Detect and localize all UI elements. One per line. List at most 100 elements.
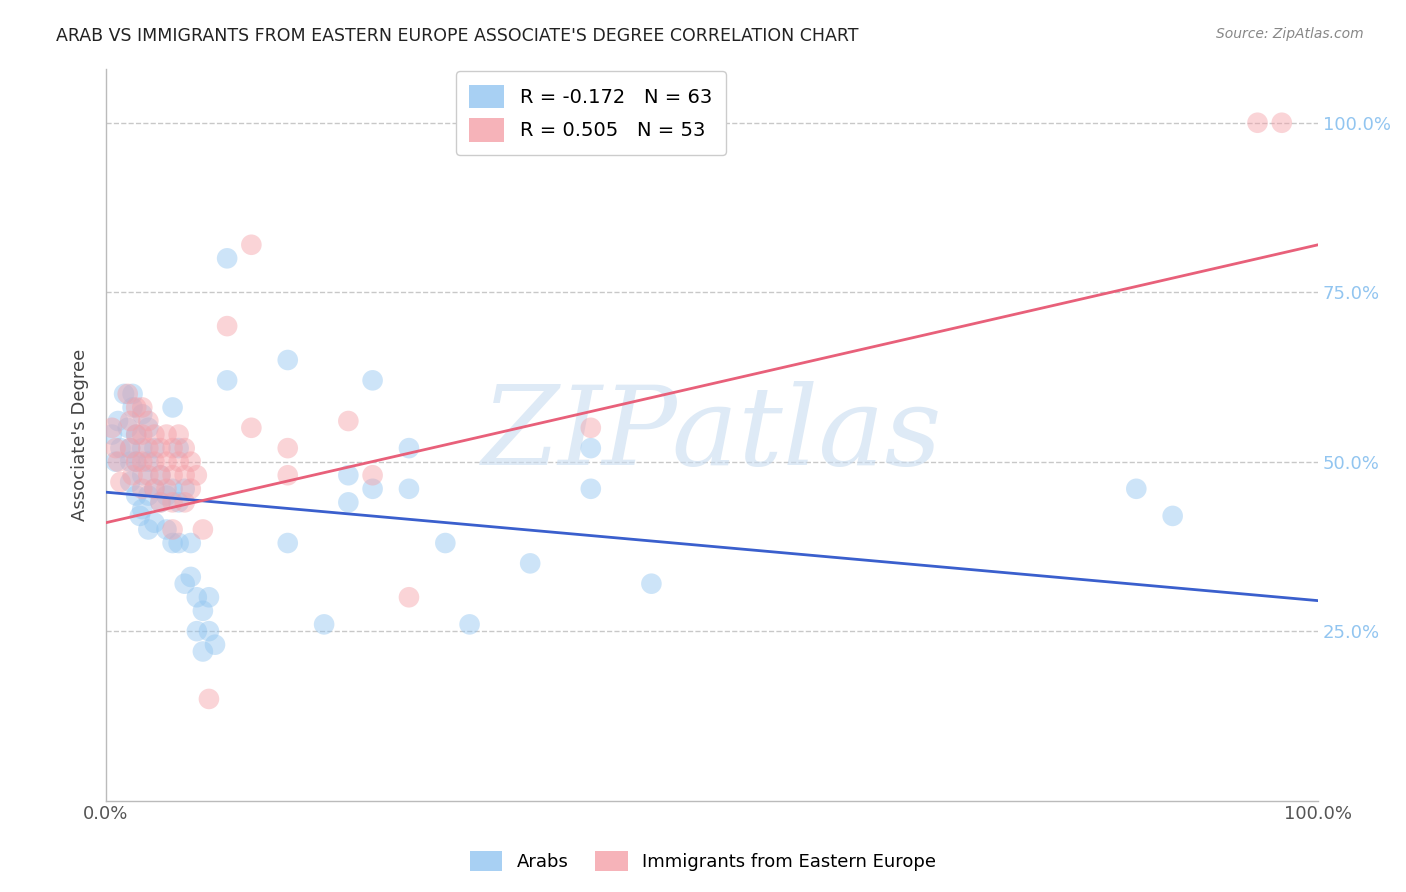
Point	[314, 617, 336, 632]
Point	[120, 475, 142, 489]
Point	[186, 591, 208, 605]
Point	[579, 482, 602, 496]
Point	[117, 387, 139, 401]
Point	[143, 427, 166, 442]
Point	[180, 455, 202, 469]
Point	[149, 495, 172, 509]
Point	[104, 441, 127, 455]
Point	[138, 455, 160, 469]
Point	[131, 502, 153, 516]
Point	[1125, 482, 1147, 496]
Point	[167, 427, 190, 442]
Point	[131, 468, 153, 483]
Point	[128, 508, 150, 523]
Point	[121, 468, 143, 483]
Point	[277, 536, 299, 550]
Point	[138, 441, 160, 455]
Point	[217, 319, 239, 334]
Y-axis label: Associate's Degree: Associate's Degree	[72, 349, 89, 521]
Point	[191, 523, 214, 537]
Point	[138, 414, 160, 428]
Point	[125, 427, 148, 442]
Point	[131, 401, 153, 415]
Point	[579, 421, 602, 435]
Point	[361, 373, 384, 387]
Point	[162, 495, 184, 509]
Point	[162, 401, 184, 415]
Point	[162, 468, 184, 483]
Point	[167, 495, 190, 509]
Point	[101, 421, 124, 435]
Point	[125, 401, 148, 415]
Point	[131, 407, 153, 421]
Point	[149, 468, 172, 483]
Point	[240, 237, 263, 252]
Point	[120, 455, 142, 469]
Point	[173, 441, 195, 455]
Point	[361, 468, 384, 483]
Point	[361, 482, 384, 496]
Point	[180, 570, 202, 584]
Point	[180, 482, 202, 496]
Point	[167, 455, 190, 469]
Point	[143, 482, 166, 496]
Point	[277, 468, 299, 483]
Point	[180, 536, 202, 550]
Point	[155, 482, 177, 496]
Point	[162, 482, 184, 496]
Point	[155, 489, 177, 503]
Point	[167, 441, 190, 455]
Point	[155, 523, 177, 537]
Point	[337, 495, 360, 509]
Point	[173, 482, 195, 496]
Point	[149, 468, 172, 483]
Point	[104, 455, 127, 469]
Point	[149, 441, 172, 455]
Legend: R = -0.172   N = 63, R = 0.505   N = 53: R = -0.172 N = 63, R = 0.505 N = 53	[456, 71, 725, 155]
Point	[155, 455, 177, 469]
Point	[198, 591, 221, 605]
Point	[110, 441, 132, 455]
Point	[1161, 508, 1184, 523]
Legend: Arabs, Immigrants from Eastern Europe: Arabs, Immigrants from Eastern Europe	[463, 844, 943, 879]
Point	[337, 414, 360, 428]
Point	[143, 455, 166, 469]
Point	[131, 482, 153, 496]
Point	[204, 638, 226, 652]
Point	[143, 441, 166, 455]
Point	[186, 468, 208, 483]
Point	[277, 353, 299, 368]
Text: Source: ZipAtlas.com: Source: ZipAtlas.com	[1216, 27, 1364, 41]
Point	[640, 576, 662, 591]
Point	[125, 427, 148, 442]
Point	[173, 468, 195, 483]
Point	[107, 414, 129, 428]
Point	[162, 441, 184, 455]
Point	[138, 421, 160, 435]
Point	[198, 692, 221, 706]
Point	[398, 441, 420, 455]
Point	[579, 441, 602, 455]
Point	[138, 468, 160, 483]
Point	[125, 455, 148, 469]
Point	[277, 441, 299, 455]
Point	[217, 373, 239, 387]
Point	[143, 516, 166, 530]
Point	[434, 536, 457, 550]
Point	[121, 387, 143, 401]
Point	[337, 468, 360, 483]
Point	[519, 557, 541, 571]
Point	[120, 414, 142, 428]
Point	[167, 536, 190, 550]
Point	[155, 427, 177, 442]
Point	[398, 591, 420, 605]
Point	[398, 482, 420, 496]
Point	[173, 576, 195, 591]
Point	[110, 475, 132, 489]
Point	[191, 644, 214, 658]
Point	[101, 427, 124, 442]
Point	[191, 604, 214, 618]
Point	[1271, 116, 1294, 130]
Point	[131, 427, 153, 442]
Point	[117, 421, 139, 435]
